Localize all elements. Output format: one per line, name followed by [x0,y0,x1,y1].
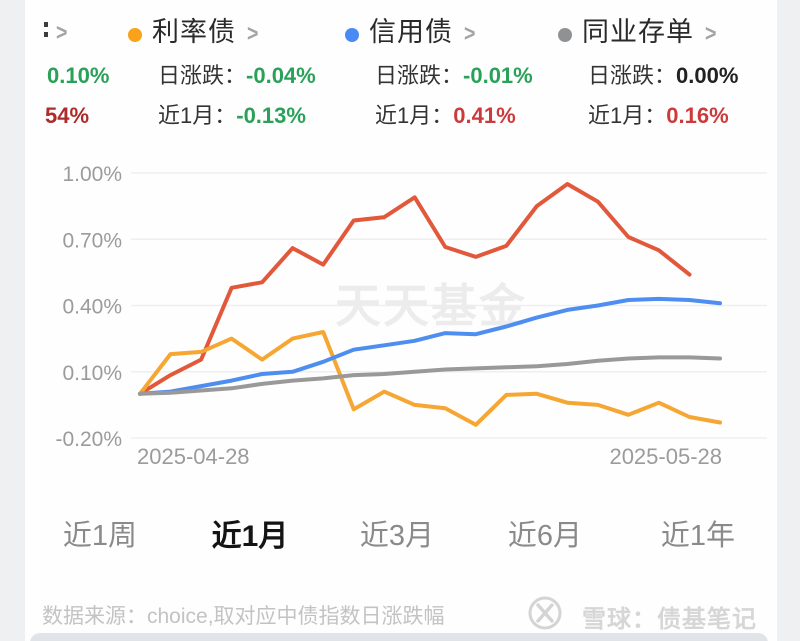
legend-series-link-0[interactable]: > [25,14,240,50]
series-name: 信用债 [369,17,453,47]
period-tab-bar: 近1周 近1月 近3月 近6月 近1年 [25,500,777,566]
clipped-series-name-fragment [44,22,48,40]
series-line-2 [138,296,722,396]
x-axis-start-date: 2025-04-28 [137,444,250,469]
legend-series-1: 利率债 > 日涨跌：-0.04% 近1月：-0.13% [128,14,343,128]
series-color-dot [345,28,359,42]
xueqiu-logo-icon [528,596,562,630]
series-color-dot [128,28,142,42]
legend-series-link-3[interactable]: 同业存单 > [558,14,773,50]
daily-change-value: 0.00% [676,63,739,88]
legend-daily-row: 日涨跌：-0.04% [158,62,316,90]
month-change-value: 0.41% [453,103,516,128]
chevron-right-icon: > [56,19,68,45]
series-name: 利率债 [152,17,236,47]
legend-month-row: 近1月：-0.13% [158,102,306,130]
month-change-label: 近1月： [375,103,454,128]
month-change-value: 0.16% [666,103,729,128]
y-tick-label: 1.00% [62,163,122,186]
chevron-right-icon: > [705,20,717,46]
series-line-0 [138,182,692,396]
daily-change-value: -0.01% [463,63,533,88]
footer: 数据来源：choice,取对应中债指数日涨跌幅 雪球：债基笔记 [25,592,777,633]
legend-series-0: >0.10% 54% [25,14,240,128]
line-chart-canvas[interactable]: 1.00% 0.70% 0.40% 0.10% -0.20% 天天基金 2025-04-28… [25,146,777,478]
bottom-sheet-edge [30,633,768,641]
series-legend-strip[interactable]: >0.10% 54% 利率债 > 日涨跌：-0.04% 近1月：-0.13% 信用债 > 日涨跌… [25,0,777,140]
month-change-value: 54% [45,103,90,128]
legend-daily-row: 日涨跌：-0.01% [375,62,533,90]
y-tick-label: 0.10% [62,362,122,385]
y-tick-label: 0.70% [62,229,122,252]
legend-month-row: 近1月：0.16% [588,102,729,130]
legend-series-link-2[interactable]: 信用债 > [345,14,560,50]
legend-daily-row: 日涨跌：0.00% [588,62,738,90]
legend-month-row: 54% [45,102,89,130]
daily-change-value: 0.10% [47,63,110,88]
brand-text: 雪球：债基笔记 [582,606,757,633]
fund-app-card: >0.10% 54% 利率债 > 日涨跌：-0.04% 近1月：-0.13% 信用债 > 日涨跌… [25,0,777,641]
series-name: 同业存单 [582,17,694,47]
daily-change-label: 日涨跌： [588,63,677,88]
period-tab-3[interactable]: 近3月 [359,520,435,552]
y-tick-label: -0.20% [55,428,122,451]
chevron-right-icon: > [464,20,476,46]
chevron-right-icon: > [247,20,259,46]
month-change-label: 近1月： [588,103,667,128]
period-tab-1[interactable]: 近1周 [62,520,138,552]
data-source-note: 数据来源：choice,取对应中债指数日涨跌幅 [42,605,445,628]
legend-series-2: 信用债 > 日涨跌：-0.01% 近1月：0.41% [345,14,560,128]
series-color-dot [558,28,572,42]
period-tab-4[interactable]: 近6月 [507,520,583,552]
daily-change-value: -0.04% [246,63,316,88]
series-line-3 [138,355,722,396]
x-axis-end-date: 2025-05-28 [609,444,722,469]
legend-month-row: 近1月：0.41% [375,102,516,130]
legend-series-link-1[interactable]: 利率债 > [128,14,343,50]
watermark-text: 天天基金 [335,280,527,332]
performance-chart[interactable]: 1.00% 0.70% 0.40% 0.10% -0.20% 天天基金 2025-04-28… [25,146,777,478]
period-tab-5[interactable]: 近1年 [660,520,736,552]
legend-daily-row: 0.10% [47,62,109,90]
month-change-value: -0.13% [236,103,306,128]
daily-change-label: 日涨跌： [158,63,247,88]
y-tick-label: 0.40% [62,296,122,319]
month-change-label: 近1月： [158,103,237,128]
period-tab-2[interactable]: 近1月 [211,520,289,553]
legend-series-3: 同业存单 > 日涨跌：0.00% 近1月：0.16% [558,14,773,128]
daily-change-label: 日涨跌： [375,63,464,88]
series-line-1 [138,330,722,427]
